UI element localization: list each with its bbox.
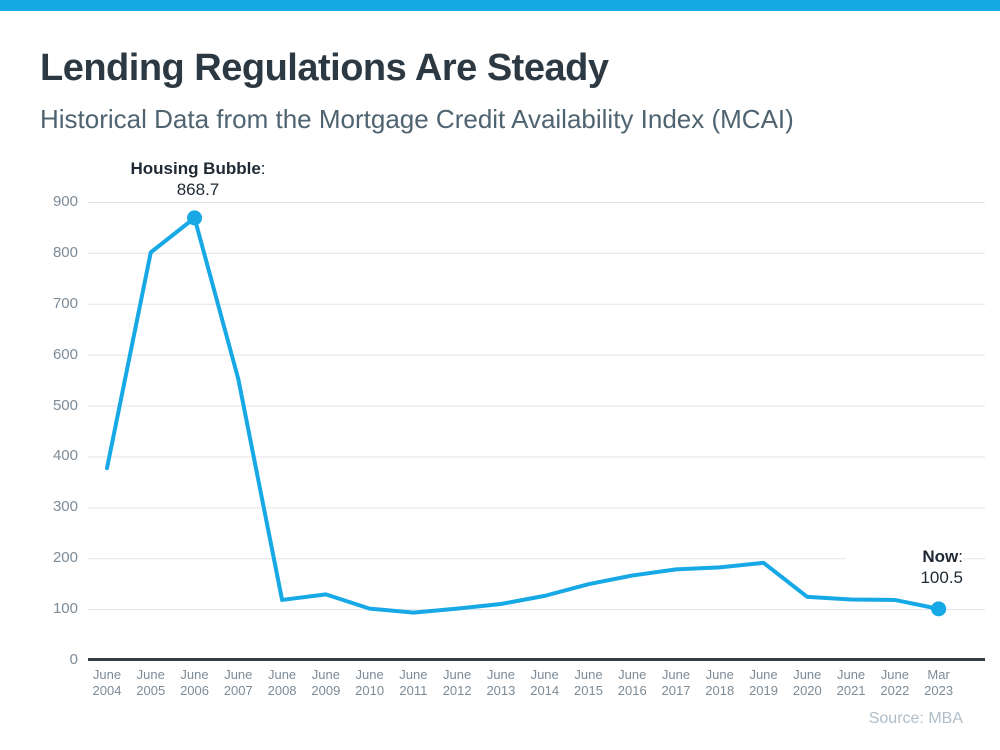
x-tick-label-line: 2016: [617, 683, 647, 698]
x-tick-label-line: 2022: [880, 683, 910, 698]
x-tick-label-line: June: [749, 667, 778, 682]
x-tick-label-line: 2005: [136, 683, 166, 698]
x-tick-label-line: June: [618, 667, 647, 682]
x-tick-label-line: 2010: [355, 683, 385, 698]
y-tick-label: 800: [52, 243, 78, 261]
x-tick-label: June 2017: [650, 667, 702, 699]
x-tick-label-line: June: [574, 667, 603, 682]
x-tick-label: June 2009: [300, 667, 352, 699]
x-tick-label: June 2006: [169, 667, 221, 699]
x-tick-label-line: June: [530, 667, 559, 682]
source-note: Source: MBA: [868, 710, 963, 727]
x-tick-label: June 2012: [431, 667, 483, 699]
y-tick-label: 700: [52, 294, 78, 312]
page-title: Lending Regulations Are Steady: [40, 47, 609, 89]
x-tick-label-line: June: [136, 667, 165, 682]
housing-bubble-annotation: Housing Bubble: 868.7: [117, 158, 279, 202]
x-tick-label: June 2020: [781, 667, 833, 699]
x-tick-label: June 2021: [825, 667, 877, 699]
housing-bubble-annotation-value: 868.7: [176, 180, 220, 199]
x-tick-label-line: June: [836, 667, 866, 682]
now-annotation: Now: 100.5: [845, 546, 963, 588]
x-tick-label: Mar 2023: [913, 667, 965, 699]
x-tick-label-line: 2015: [574, 683, 603, 698]
x-tick-label-line: June: [880, 667, 909, 682]
x-tick-label-line: 2008: [267, 683, 297, 698]
y-tick-label: 300: [52, 498, 78, 516]
now-annotation-value: 100.5: [920, 568, 963, 587]
x-tick-label: June 2004: [81, 667, 133, 699]
x-tick-label-line: 2017: [661, 683, 691, 698]
x-tick-label-line: 2004: [92, 683, 122, 698]
x-tick-label-line: 2006: [180, 683, 209, 698]
page-subtitle: Historical Data from the Mortgage Credit…: [40, 104, 794, 134]
x-tick-label: June 2011: [387, 667, 439, 699]
x-tick-label: June 2018: [694, 667, 746, 699]
x-tick-label: June 2019: [738, 667, 790, 699]
x-tick-label-line: June: [267, 667, 297, 682]
x-tick-label-line: 2014: [530, 683, 560, 698]
now-annotation-title: Now:: [922, 547, 963, 566]
x-tick-label-line: June: [92, 667, 122, 682]
x-tick-label-line: 2007: [223, 683, 253, 698]
housing-bubble-annotation-title: Housing Bubble:: [130, 159, 266, 178]
x-tick-label-line: June: [399, 667, 428, 682]
x-tick-label: June 2010: [344, 667, 396, 699]
x-tick-label-line: Mar: [927, 667, 950, 682]
x-tick-label-line: June: [180, 667, 209, 682]
x-tick-label: June 2016: [606, 667, 658, 699]
x-tick-label-line: 2012: [442, 683, 472, 698]
y-tick-label: 900: [52, 193, 78, 210]
x-tick-label: June 2005: [125, 667, 177, 699]
x-tick-label: June 2008: [256, 667, 308, 699]
x-tick-label-line: June: [443, 667, 472, 682]
mcai-line: [105, 215, 941, 615]
x-tick-label-line: 2021: [836, 683, 866, 698]
x-tick-label-line: June: [311, 667, 340, 682]
top-accent-bar: [0, 0, 1000, 11]
x-tick-label-line: 2009: [311, 683, 341, 698]
x-tick-label-line: 2018: [705, 683, 735, 698]
y-tick-label: 100: [52, 600, 78, 618]
x-tick-label-line: June: [355, 667, 384, 682]
x-tick-label-line: June: [661, 667, 691, 682]
now-marker: [931, 601, 947, 617]
x-tick-label: June 2015: [562, 667, 614, 699]
x-tick-label-line: June: [224, 667, 253, 682]
x-tick-label-line: June: [705, 667, 734, 682]
x-tick-label: June 2013: [475, 667, 527, 699]
x-tick-label-line: 2020: [792, 683, 822, 698]
x-tick-label-line: 2013: [486, 683, 516, 698]
x-tick-label-line: 2011: [399, 683, 428, 698]
x-tick-label: June 2007: [212, 667, 264, 699]
y-tick-label: 400: [52, 447, 78, 465]
y-tick-label: 500: [52, 396, 78, 414]
x-tick-label-line: June: [486, 667, 516, 682]
x-tick-label-line: June: [793, 667, 822, 682]
y-tick-label: 0: [69, 651, 78, 668]
x-tick-label: June 2022: [869, 667, 921, 699]
y-tick-label: 600: [52, 345, 78, 363]
y-tick-label: 200: [52, 549, 78, 567]
x-tick-label: June 2014: [519, 667, 571, 699]
x-tick-label-line: 2023: [924, 683, 954, 698]
x-tick-label-line: 2019: [749, 683, 778, 698]
housing-bubble-marker: [187, 210, 203, 226]
